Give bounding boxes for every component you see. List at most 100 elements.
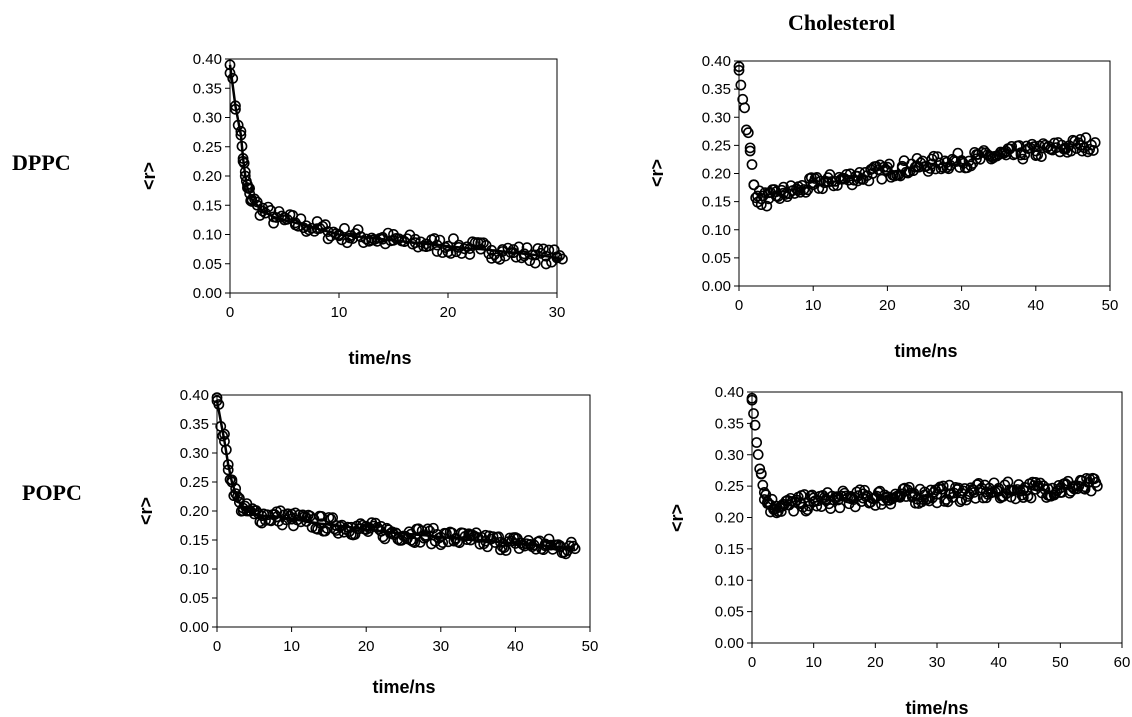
data-point-cloud-popc	[567, 540, 579, 552]
data-point-popc-cholesterol	[931, 488, 943, 500]
x-axis-title-popc-cholesterol: time/ns	[905, 698, 968, 717]
x-tick-label-dppc-cholesterol: 20	[879, 297, 896, 314]
data-point-cloud-dppc	[513, 241, 525, 253]
data-point-dppc-cholesterol	[755, 193, 767, 205]
y-tick-label-popc: 0.30	[180, 445, 209, 462]
y-tick-label-dppc-cholesterol: 0.20	[702, 166, 731, 183]
y-tick-label-dppc: 0.25	[193, 139, 222, 156]
data-point-cloud-popc-cholesterol	[937, 480, 949, 492]
x-tick-label-popc-cholesterol: 40	[990, 654, 1007, 671]
data-point-dppc-cholesterol	[896, 162, 908, 174]
data-point-cloud-dppc	[437, 247, 448, 258]
data-point-popc-cholesterol	[993, 485, 1005, 497]
data-point-dppc-cholesterol	[822, 176, 834, 188]
data-point-cloud-popc-cholesterol	[771, 507, 783, 519]
data-point-cloud-dppc	[428, 233, 440, 244]
data-point-cloud-dppc-cholesterol	[800, 186, 812, 198]
data-point-dppc-cholesterol	[956, 155, 967, 166]
data-point-popc-cholesterol	[771, 500, 783, 512]
data-point-popc-cholesterol	[906, 490, 918, 501]
x-tick-label-popc: 0	[213, 638, 221, 655]
data-point-dppc-cholesterol	[763, 193, 775, 205]
data-point-cloud-dppc-cholesterol	[974, 153, 986, 165]
y-tick-label-dppc: 0.00	[193, 285, 222, 302]
data-point-cloud-dppc	[464, 249, 476, 260]
y-tick-label-popc-cholesterol: 0.25	[715, 478, 744, 495]
data-point-cloud-dppc	[521, 242, 533, 254]
x-tick-label-popc-cholesterol: 10	[805, 654, 822, 671]
data-point-cloud-dppc	[478, 237, 489, 249]
row-label-popc: POPC	[22, 480, 82, 505]
data-point-cloud-dppc-cholesterol	[746, 159, 758, 170]
data-point-dppc-cholesterol	[748, 179, 760, 191]
y-tick-label-popc-cholesterol: 0.40	[715, 384, 744, 401]
x-tick-label-popc: 30	[432, 638, 449, 655]
y-tick-label-popc: 0.05	[180, 590, 209, 607]
data-point-popc-cholesterol	[857, 492, 869, 504]
y-tick-label-popc: 0.10	[180, 561, 209, 578]
data-point-dppc-cholesterol	[837, 173, 849, 185]
x-tick-label-dppc: 30	[549, 304, 566, 321]
data-point-popc-cholesterol	[919, 489, 931, 501]
y-axis-title-popc: <r>	[136, 497, 156, 525]
y-tick-label-dppc-cholesterol: 0.10	[702, 222, 731, 239]
data-point-cloud-dppc-cholesterol	[741, 124, 752, 136]
data-point-popc-cholesterol	[1042, 483, 1054, 495]
data-point-dppc	[257, 205, 269, 217]
x-axis-title-popc: time/ns	[372, 677, 435, 697]
data-point-cloud-popc-cholesterol	[1025, 492, 1037, 504]
x-tick-label-popc-cholesterol: 0	[748, 654, 756, 671]
data-point-cloud-dppc	[268, 217, 279, 229]
data-point-cloud-popc-cholesterol	[834, 502, 846, 514]
y-tick-label-popc: 0.40	[180, 387, 209, 404]
data-point-cloud-dppc	[339, 222, 350, 234]
data-point-popc-cholesterol	[1091, 480, 1103, 492]
data-point-cloud-dppc-cholesterol	[813, 183, 825, 194]
data-point-cloud-popc-cholesterol	[749, 419, 761, 431]
data-point-cloud-dppc	[543, 244, 555, 256]
data-point-cloud-dppc	[393, 233, 405, 245]
y-tick-label-popc-cholesterol: 0.35	[715, 415, 744, 432]
data-point-cloud-popc-cholesterol	[757, 479, 769, 491]
y-tick-label-dppc: 0.15	[193, 197, 222, 214]
data-point-popc-cholesterol	[1005, 485, 1017, 496]
row-label-dppc: DPPC	[12, 150, 71, 175]
y-tick-label-dppc: 0.20	[193, 168, 222, 185]
y-axis-title-dppc-cholesterol: <r>	[647, 159, 667, 187]
y-axis-title-dppc: <r>	[139, 162, 159, 190]
data-point-dppc-cholesterol	[971, 153, 982, 165]
data-point-popc-cholesterol	[968, 486, 980, 498]
data-point-cloud-dppc	[540, 258, 552, 270]
x-tick-label-popc-cholesterol: 30	[929, 654, 946, 671]
data-point-cloud-dppc-cholesterol	[798, 184, 810, 195]
data-point-cloud-dppc-cholesterol	[928, 150, 940, 162]
data-point-popc-cholesterol	[777, 500, 789, 512]
data-point-cloud-dppc	[529, 257, 541, 269]
data-point-cloud-popc-cholesterol	[752, 449, 764, 460]
x-tick-label-dppc-cholesterol: 10	[805, 297, 822, 314]
x-tick-label-dppc: 0	[226, 304, 234, 321]
data-point-cloud-popc-cholesterol	[970, 492, 981, 504]
data-point-popc-cholesterol	[1017, 484, 1029, 496]
data-point-cloud-popc-cholesterol	[849, 501, 861, 513]
x-tick-label-dppc-cholesterol: 30	[953, 297, 970, 314]
y-tick-label-dppc-cholesterol: 0.30	[702, 109, 731, 126]
data-point-dppc-cholesterol	[744, 145, 756, 157]
data-point-popc-cholesterol	[755, 468, 767, 479]
y-tick-label-popc-cholesterol: 0.10	[715, 572, 744, 589]
data-point-popc-cholesterol	[746, 392, 758, 404]
x-tick-label-popc: 10	[283, 638, 300, 655]
data-point-dppc-cholesterol	[926, 158, 938, 170]
data-point-cloud-popc-cholesterol	[859, 484, 870, 496]
data-point-popc-cholesterol	[1054, 482, 1066, 494]
data-point-cloud-dppc-cholesterol	[733, 64, 745, 76]
data-point-popc-cholesterol	[783, 499, 795, 511]
data-point-cloud-popc	[422, 523, 434, 535]
data-point-dppc-cholesterol	[1060, 142, 1071, 154]
data-point-popc-cholesterol	[820, 495, 832, 506]
data-point-cloud-popc-cholesterol	[788, 505, 800, 517]
data-point-cloud-popc-cholesterol	[748, 408, 759, 419]
data-point-dppc-cholesterol	[1045, 143, 1057, 155]
data-point-popc-cholesterol	[1067, 481, 1079, 493]
